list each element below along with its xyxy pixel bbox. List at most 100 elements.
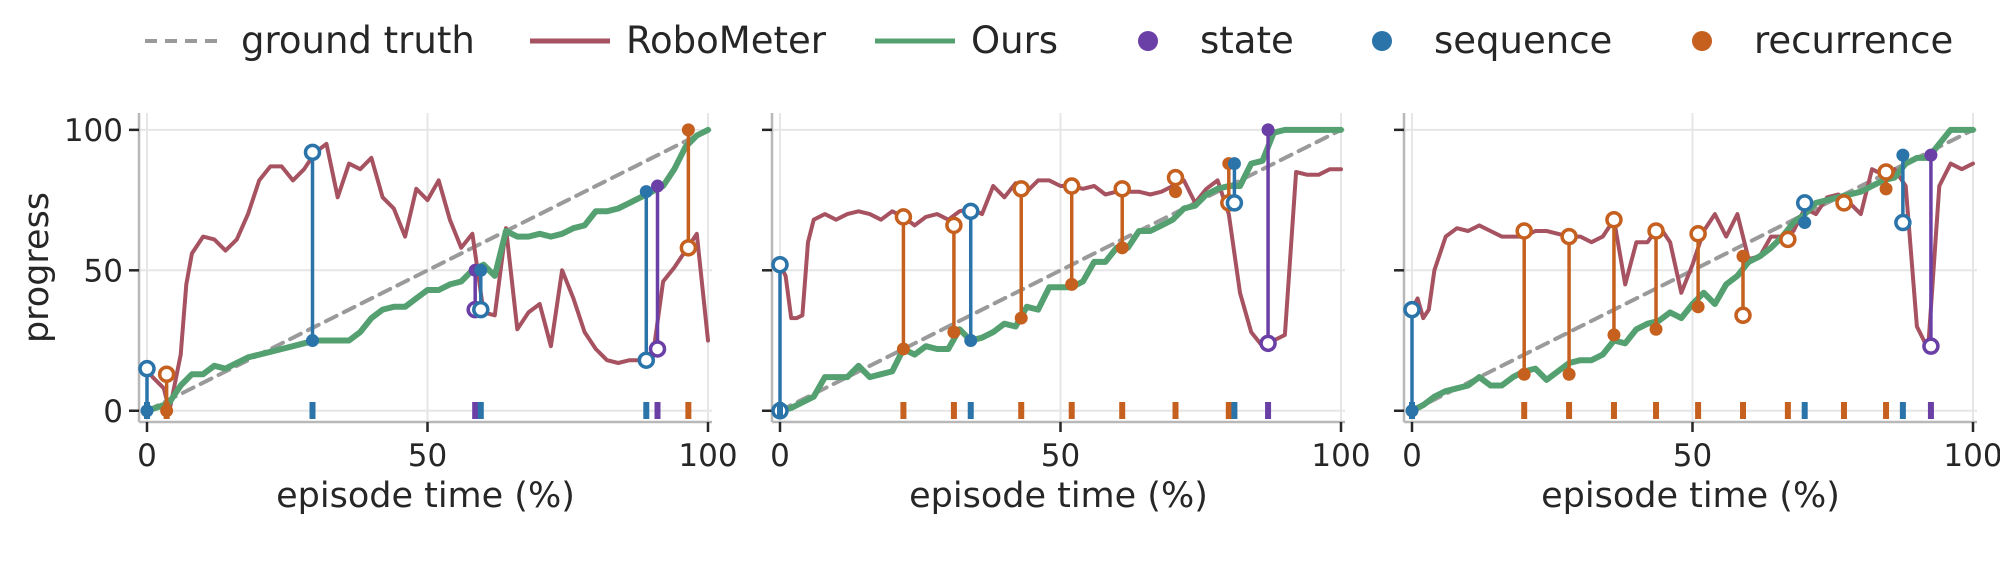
marker-state — [1259, 123, 1277, 419]
marker-rug-tick — [643, 402, 650, 419]
marker-dot-top — [1896, 148, 1910, 162]
marker-dot-bottom — [1607, 328, 1621, 342]
marker-dot-top — [1924, 148, 1938, 162]
marker-dot-top — [303, 143, 322, 162]
marker-dot-bottom — [947, 325, 961, 339]
marker-recurrence — [679, 123, 698, 419]
x-tick-label: 50 — [1041, 438, 1080, 474]
series-ours — [777, 126, 1344, 414]
marker-dot-top — [771, 255, 789, 274]
marker-rug-tick — [777, 402, 783, 419]
panel-1: 0 50 100 0 50 100 episode time (%) progress — [17, 113, 738, 516]
marker-rug-tick — [1653, 402, 1660, 419]
marker-dot-top — [1736, 249, 1750, 263]
marker-sequence — [303, 143, 322, 419]
x-tick-label: 0 — [137, 438, 157, 474]
marker-rug-tick — [900, 402, 907, 419]
marker-dot-top — [1062, 177, 1081, 195]
marker-rug-tick — [1231, 402, 1238, 419]
panel-2: 0 50 100 episode time (%) — [762, 113, 1371, 516]
marker-dot-top — [157, 365, 176, 383]
marker-dot-top — [1835, 194, 1853, 212]
marker-rug-tick — [1899, 402, 1906, 419]
marker-recurrence — [1835, 194, 1853, 419]
marker-dot-top — [1647, 222, 1665, 240]
marker-recurrence — [1605, 210, 1623, 419]
marker-dot-bottom — [1517, 367, 1531, 381]
marker-dot-bottom — [1259, 334, 1277, 353]
marker-dot-top — [1403, 300, 1421, 319]
marker-rug-tick — [1018, 402, 1025, 419]
x-axis-label: episode time (%) — [276, 476, 575, 516]
series-robometer — [778, 167, 1343, 349]
series-robometer — [145, 141, 710, 413]
y-tick-label: 0 — [103, 394, 123, 430]
legend-item-state: state — [1138, 19, 1294, 62]
marker-dot-bottom — [1115, 241, 1129, 255]
marker-rug-tick — [1521, 402, 1528, 419]
legend-label: RoboMeter — [626, 19, 827, 62]
marker-dot-bottom — [1065, 277, 1079, 291]
marker-recurrence — [1647, 222, 1665, 419]
marker-dot-top — [138, 359, 156, 378]
marker-dot-bottom — [896, 342, 910, 356]
marker-dot-top — [1605, 210, 1623, 229]
marker-sequence — [961, 202, 980, 419]
marker-dot-bottom — [1879, 182, 1893, 196]
marker-recurrence — [894, 208, 913, 419]
marker-rug-tick — [685, 402, 692, 419]
marker-dot-top — [961, 202, 980, 221]
marker-sequence — [472, 263, 490, 419]
marker-recurrence — [1012, 180, 1030, 419]
marker-dot-top — [1261, 123, 1275, 137]
y-tick-label: 100 — [64, 113, 123, 149]
marker-rug-tick — [1610, 402, 1617, 419]
marker-dot-bottom — [1169, 185, 1183, 199]
marker-dot-bottom — [472, 300, 490, 319]
marker-recurrence — [1734, 249, 1752, 419]
marker-dot-top — [639, 185, 653, 199]
marker-rug-tick — [1409, 402, 1415, 419]
legend-label: recurrence — [1754, 19, 1953, 62]
y-axis-label: progress — [17, 192, 57, 343]
x-tick-label: 100 — [1311, 438, 1370, 474]
marker-dot-bottom — [1649, 322, 1663, 336]
marker-dot-bottom — [1014, 311, 1028, 325]
x-tick-label: 100 — [1943, 438, 2000, 474]
marker-recurrence — [1515, 222, 1533, 419]
marker-recurrence — [1779, 230, 1797, 419]
marker-state — [1922, 148, 1940, 419]
marker-rug-tick — [1927, 402, 1934, 419]
marker-rug-tick — [1566, 402, 1573, 419]
series-robometer — [1410, 161, 1975, 351]
marker-rug-tick — [950, 402, 957, 419]
x-tick-label: 100 — [678, 438, 737, 474]
marker-rug-tick — [1172, 402, 1179, 419]
marker-dot-bottom — [1798, 216, 1812, 230]
legend-item-robometer: RoboMeter — [530, 19, 827, 62]
legend-label: state — [1200, 19, 1294, 62]
marker-state — [648, 179, 667, 419]
marker-recurrence — [1062, 177, 1081, 419]
marker-rug-tick — [477, 402, 484, 419]
marker-rug-tick — [1265, 402, 1272, 419]
marker-dot-top — [681, 123, 695, 137]
legend-swatch-dot — [1138, 31, 1158, 51]
marker-rug-tick — [1739, 402, 1746, 419]
legend-item-ours: Ours — [875, 19, 1058, 62]
legend-item-recurrence: recurrence — [1692, 19, 1953, 62]
marker-dot-bottom — [1562, 367, 1576, 381]
marker-rug-tick — [1225, 402, 1232, 419]
marker-dot-bottom — [964, 334, 978, 348]
marker-dot-bottom — [1734, 306, 1752, 325]
marker-dot-bottom — [648, 340, 667, 358]
marker-rug-tick — [144, 402, 150, 419]
marker-rug-tick — [967, 402, 974, 419]
marker-dot-bottom — [1894, 213, 1912, 232]
marker-dot-bottom — [305, 334, 319, 348]
legend-label: Ours — [971, 19, 1058, 62]
marker-recurrence — [1877, 163, 1895, 419]
marker-dot-top — [651, 179, 665, 193]
marker-rug-tick — [1801, 402, 1808, 419]
